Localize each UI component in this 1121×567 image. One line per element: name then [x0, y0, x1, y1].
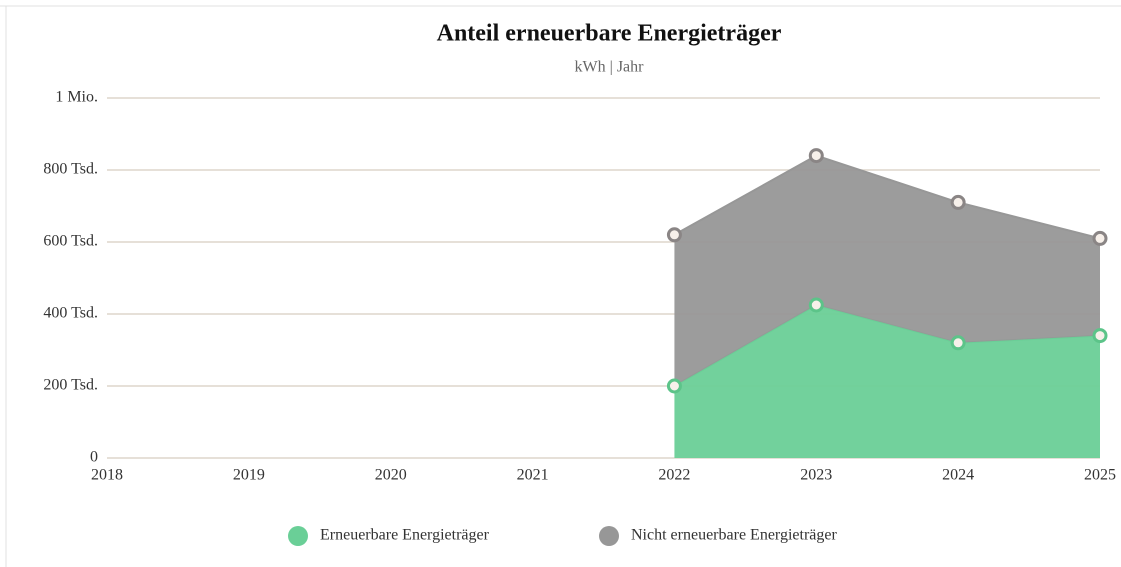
legend-swatch[interactable]: [599, 526, 619, 546]
y-tick-label: 400 Tsd.: [43, 305, 98, 322]
legend-label[interactable]: Erneuerbare Energieträger: [320, 527, 490, 544]
x-tick-label: 2018: [91, 467, 123, 484]
data-point: [1092, 230, 1108, 246]
x-tick-label: 2024: [942, 467, 974, 484]
data-point: [950, 335, 966, 351]
y-tick-label: 1 Mio.: [55, 89, 98, 106]
x-tick-label: 2020: [375, 467, 407, 484]
y-tick-label: 600 Tsd.: [43, 233, 98, 250]
x-tick-label: 2022: [658, 467, 690, 484]
data-point: [1092, 328, 1108, 344]
area-fill: [674, 305, 1100, 458]
y-tick-label: 0: [90, 449, 98, 466]
data-point: [666, 378, 682, 394]
y-tick-label: 200 Tsd.: [43, 377, 98, 394]
legend-swatch[interactable]: [288, 526, 308, 546]
legend-label[interactable]: Nicht erneuerbare Energieträger: [631, 527, 837, 544]
data-point: [666, 227, 682, 243]
x-tick-label: 2021: [517, 467, 549, 484]
x-tick-label: 2019: [233, 467, 265, 484]
area-edge: [673, 154, 1101, 240]
y-tick-label: 800 Tsd.: [43, 161, 98, 178]
data-point: [950, 194, 966, 210]
area-fill: [674, 155, 1100, 386]
data-point: [808, 148, 824, 164]
chart-subtitle: kWh | Jahr: [575, 59, 645, 76]
chart-title: Anteil erneuerbare Energieträger: [437, 21, 782, 47]
data-point: [808, 297, 824, 313]
x-tick-label: 2023: [800, 467, 832, 484]
x-tick-label: 2025: [1084, 467, 1116, 484]
